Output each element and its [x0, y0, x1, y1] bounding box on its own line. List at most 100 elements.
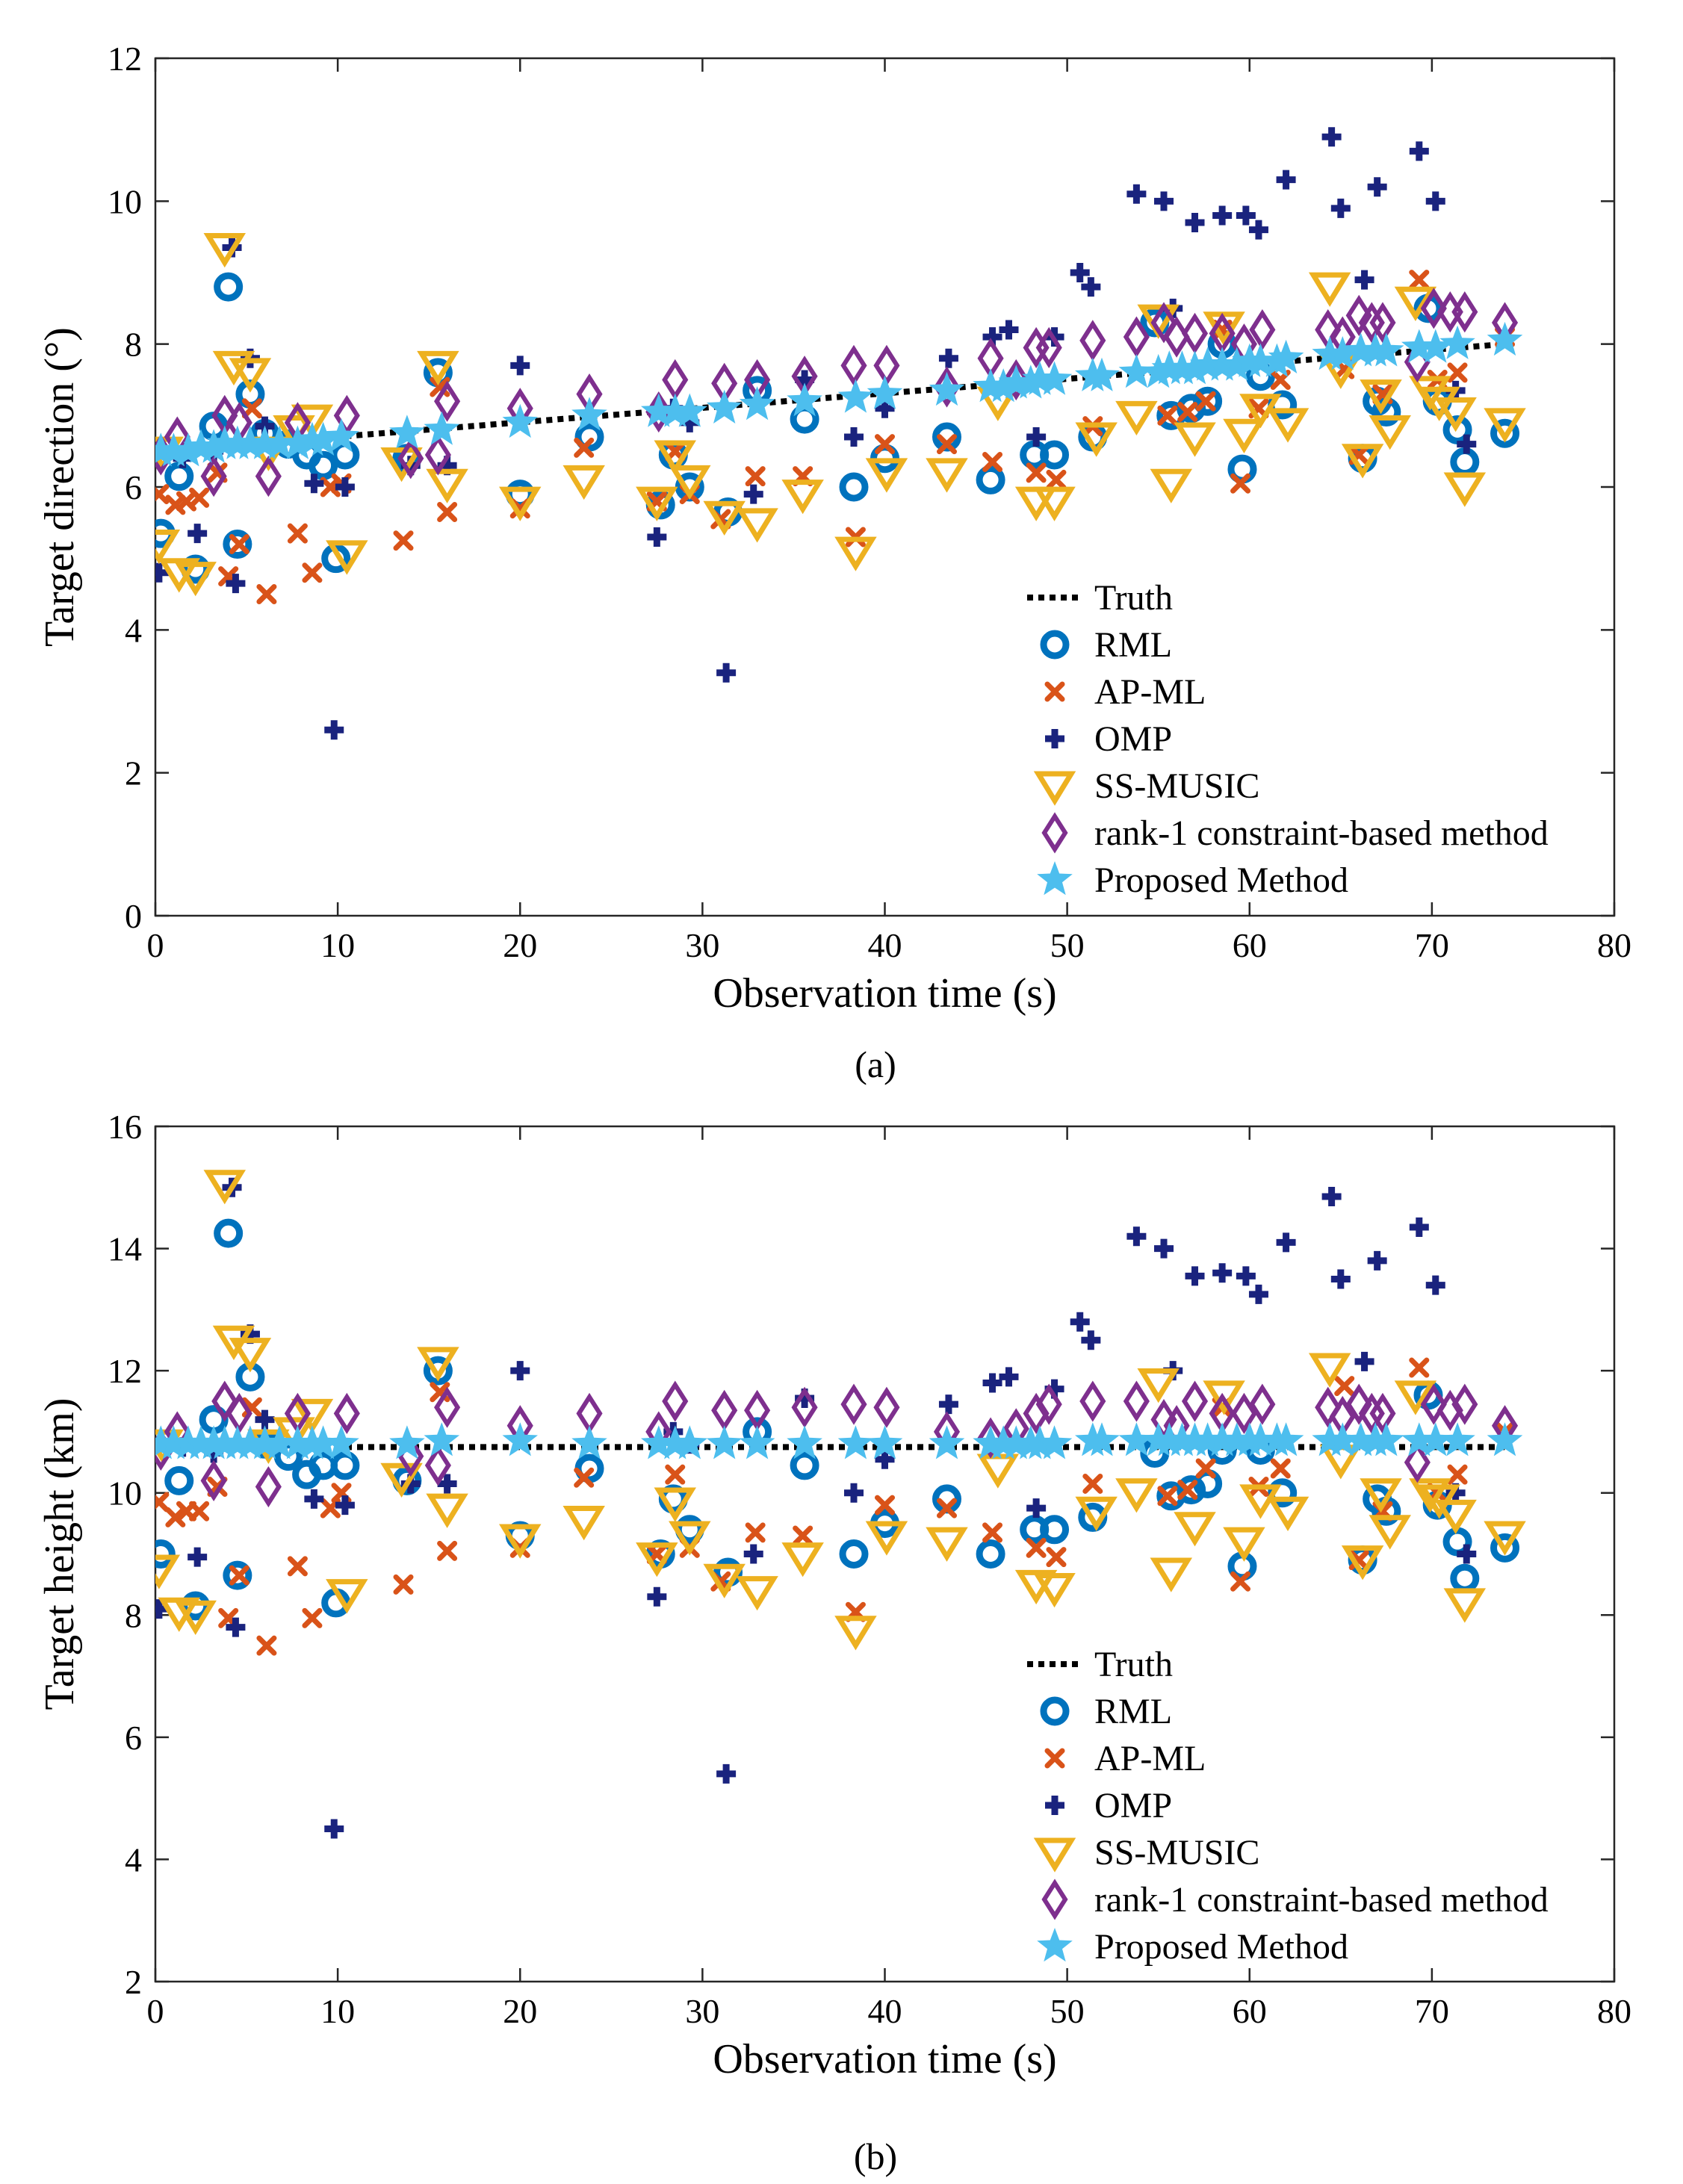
plot-a-ss-music-point	[1223, 418, 1265, 453]
plot-b-omp-point	[1248, 1284, 1268, 1304]
plot-a-legend-omp-marker	[1045, 729, 1064, 748]
plot-a-proposed-method-point	[323, 418, 359, 453]
plot-a-x-tick-label: 20	[503, 926, 537, 964]
plot-b-rml-point	[223, 1560, 252, 1590]
plot-a-omp-point	[875, 398, 895, 418]
plot-b-omp-point	[1212, 1263, 1233, 1283]
plot-b-omp-point	[1409, 1217, 1429, 1237]
plot-b-legend-proposed-method-marker	[1037, 1928, 1073, 1962]
plot-b-proposed-method-point	[1312, 1422, 1348, 1456]
plot-b-proposed-method-point	[1177, 1422, 1213, 1456]
plot-a-legend-ss-music-marker	[1033, 771, 1076, 806]
plot-b-rank-1-constraint-based-method-point	[1451, 1383, 1478, 1425]
plot-b-rml-point	[976, 1539, 1005, 1569]
plot-a-proposed-method-point	[1140, 353, 1177, 388]
plot-a-ss-music-point	[562, 465, 605, 500]
plot-a-proposed-method-point	[1189, 347, 1226, 381]
plot-a-omp-point	[226, 574, 246, 594]
plot-a-proposed-method-point	[787, 382, 822, 417]
plot-b-omp-point	[187, 1547, 208, 1567]
plot-b-rml-point	[181, 1591, 211, 1621]
plot-b-series-rml	[155, 1218, 1520, 1621]
plot-a-proposed-method-point	[1369, 332, 1404, 367]
plot-a-ap-ml-point	[745, 466, 766, 487]
plot-b-ss-music-point	[417, 1347, 459, 1382]
plot-b-proposed-method-point	[207, 1425, 243, 1459]
plot-a-proposed-method-point	[1401, 329, 1437, 363]
plot-a-ss-music-point	[174, 562, 217, 597]
plot-a-proposed-method-point	[929, 371, 965, 406]
plot-a-omp-point	[716, 663, 737, 683]
plot-b-y-axis-label: Target height (km)	[37, 1397, 83, 1710]
plot-b-omp-point	[844, 1483, 864, 1503]
plot-b-ss-music-point	[926, 1527, 968, 1562]
plot-a-ss-music-point	[781, 480, 824, 515]
plot-b-proposed-method-point	[232, 1425, 268, 1459]
plot-b-rank-1-constraint-based-method-point	[977, 1417, 1004, 1459]
plot-a-proposed-method-point	[641, 393, 677, 427]
plot-b-y-tick-label: 6	[125, 1719, 142, 1757]
plot-a-legend-ap-ml-label: AP-ML	[1094, 672, 1206, 712]
plot-b-proposed-method-point	[1369, 1422, 1404, 1456]
plot-b-legend-ss-music-marker	[1033, 1837, 1076, 1873]
plot-a-x-tick-label: 70	[1415, 926, 1449, 964]
plot-b-omp-point	[716, 1763, 737, 1784]
plot-a-x-tick-label: 60	[1233, 926, 1267, 964]
plot-a-proposed-method-point	[1204, 347, 1240, 381]
plot-b-ss-music-point	[273, 1417, 315, 1452]
plot-b-proposed-method-point	[305, 1425, 341, 1459]
plot-a-ss-music-point	[1369, 415, 1411, 450]
plot-b-proposed-method-point	[929, 1425, 965, 1459]
plot-b-legend-rml-marker	[1040, 1696, 1070, 1726]
plot-b-omp-point	[1236, 1266, 1256, 1286]
plot-b-ss-music-point	[291, 1398, 334, 1434]
plot-a-proposed-method-point	[1177, 350, 1213, 385]
plot-a-rank-1-constraint-based-method-point	[1150, 302, 1177, 344]
plot-a-omp-point	[510, 356, 530, 376]
plot-a-legend-truth-label: Truth	[1094, 578, 1173, 618]
plot-b-legend-omp-label: OMP	[1094, 1786, 1172, 1825]
plot-b-omp-point	[1154, 1238, 1174, 1259]
plot-a-ap-ml-point	[1230, 473, 1251, 494]
plot-b-proposed-method-point	[279, 1425, 316, 1459]
plot-b-ap-ml-point	[1026, 1537, 1047, 1558]
caption-a: (a)	[855, 1043, 896, 1085]
plot-a-legend-rml-marker	[1040, 630, 1070, 660]
plot-a-ap-ml-point	[437, 501, 458, 522]
plot-a-rml-point	[214, 272, 244, 302]
plot-a-ss-music-point	[1484, 408, 1526, 443]
plot-a-omp-point	[1236, 205, 1256, 226]
plot-a-proposed-method-point	[1259, 343, 1295, 377]
plot-b-proposed-method-point	[837, 1425, 874, 1459]
plot-b-ss-music-point	[1174, 1512, 1216, 1547]
plot-a-ap-ml-point	[1447, 362, 1468, 383]
plot-a-proposed-method-point	[207, 425, 243, 459]
plot-b-ss-music-point	[1308, 1353, 1351, 1388]
plot-b-legend-rank-1-constraint-based-method-label: rank-1 constraint-based method	[1094, 1880, 1549, 1920]
plot-a-ap-ml-point	[982, 452, 1003, 473]
plot-a-proposed-method-point	[657, 393, 693, 427]
plot-b-omp-point	[1126, 1226, 1147, 1247]
plot-a-proposed-method-point	[261, 425, 297, 459]
plot-a-rml-point	[932, 422, 962, 452]
plot-b-ss-music-point	[326, 1579, 368, 1614]
plot-b-proposed-method-point	[1118, 1422, 1155, 1456]
plot-a-ap-ml-point	[189, 487, 210, 508]
plot-a-omp-point	[324, 720, 344, 740]
plot-a-legend-ap-ml-marker	[1044, 681, 1065, 702]
plot-b-proposed-method-point	[1418, 1422, 1454, 1456]
plot-b-proposed-method-point	[739, 1425, 775, 1459]
plot-b-ap-ml-point	[1082, 1473, 1103, 1494]
plot-a-omp-point	[1081, 277, 1101, 297]
plot-a-rank-1-constraint-based-method-point	[424, 434, 451, 476]
plot-a-ap-ml-point	[155, 484, 170, 505]
plot-b-omp-point	[304, 1489, 324, 1509]
plot-b-ap-ml-point	[302, 1607, 323, 1628]
plot-b-rml-point	[1040, 1515, 1070, 1545]
plot-b-omp-point	[1354, 1351, 1374, 1371]
plot-b-rank-1-constraint-based-method-point	[1404, 1442, 1431, 1483]
plot-b-ss-music-point	[155, 1554, 181, 1589]
plot-b-ss-music-point	[426, 1493, 468, 1528]
plot-b-ss-music-point	[1266, 1496, 1309, 1531]
plot-a-rank-1-constraint-based-method-point	[1181, 312, 1209, 354]
